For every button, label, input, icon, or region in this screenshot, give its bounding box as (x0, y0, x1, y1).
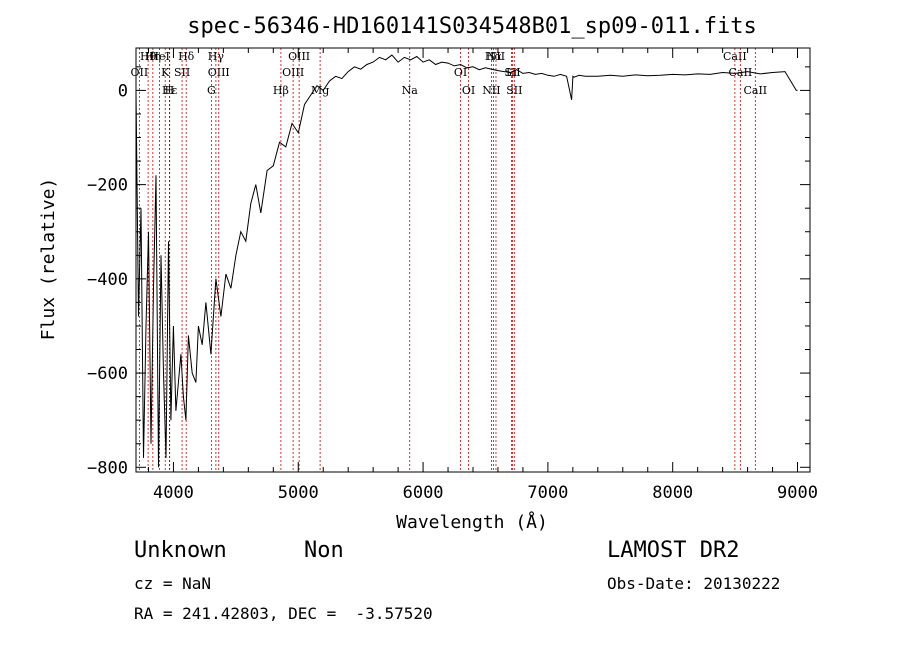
spectral-line-label: Hα (485, 50, 503, 63)
spectral-line-label: CaII (743, 84, 767, 97)
spectral-line-label: Hε (162, 84, 178, 97)
spectrum-series (135, 54, 798, 468)
spectral-line-label: Hη (145, 50, 161, 63)
spectral-line-label: NII (487, 50, 505, 63)
spectral-line-label: Hθ (140, 50, 157, 63)
y-axis: 0 −200 −400 −600 −800 (87, 66, 810, 478)
spectral-line-label: NII (482, 84, 500, 97)
spectral-line-label: SII (506, 84, 522, 97)
y-tick-label: 0 (118, 81, 128, 101)
spectral-line-label: Hβ (273, 84, 289, 97)
spectral-line-label: SII (174, 66, 190, 79)
survey-name: LAMOST DR2 (607, 538, 740, 563)
spectral-line-label: HeI (149, 50, 169, 63)
x-tick-label: 6000 (403, 483, 444, 503)
y-axis-label: Flux (relative) (38, 178, 59, 341)
x-tick-label: 9000 (777, 483, 818, 503)
x-tick-label: 7000 (527, 483, 568, 503)
spectral-line-label: G (207, 84, 216, 97)
y-tick-label: −200 (87, 176, 128, 196)
chart-title: spec-56346-HD160141S034548B01_sp09-011.f… (187, 14, 757, 39)
x-tick-label: 4000 (153, 483, 194, 503)
spectral-line-label: CaII (723, 50, 747, 63)
spectral-line-markers: Hθ OII HηK HeI SII Hδ OIII Hγ OIII OIII OI Hα SII NII… (131, 48, 767, 472)
spectral-line-label: OIII (282, 66, 304, 79)
spectral-line-label: OII (131, 66, 149, 79)
spectral-line-label: Na (402, 84, 419, 97)
obs-date: Obs-Date: 20130222 (607, 574, 781, 593)
spectral-line-label: OI (454, 66, 467, 79)
ra-dec-coordinates: RA = 241.42803, DEC = -3.57520 (134, 604, 433, 623)
plot-frame (135, 47, 811, 473)
y-tick-label: −600 (87, 364, 128, 384)
object-class: Unknown (134, 538, 227, 563)
spectrum-line (135, 54, 798, 468)
x-tick-label: 8000 (652, 483, 693, 503)
spectral-line-label: K (161, 66, 170, 79)
spectral-line-label: Hδ (178, 50, 195, 63)
x-tick-label: 5000 (278, 483, 319, 503)
spectral-line-label: Hγ (208, 50, 225, 63)
spectral-line-label: OI (462, 84, 475, 97)
x-axis-label: Wavelength (Å) (396, 511, 548, 533)
spectral-line-label: H (165, 84, 175, 97)
spectral-line-label: Li (506, 66, 517, 79)
object-subclass: Non (304, 538, 344, 563)
spectral-line-label: OIII (288, 50, 310, 63)
spectral-line-label: OIII (208, 66, 230, 79)
redshift-cz: cz = NaN (134, 574, 212, 593)
x-axis: 4000 5000 6000 7000 8000 9000 (147, 48, 818, 503)
y-tick-label: −800 (87, 458, 128, 478)
y-tick-label: −400 (87, 270, 128, 290)
